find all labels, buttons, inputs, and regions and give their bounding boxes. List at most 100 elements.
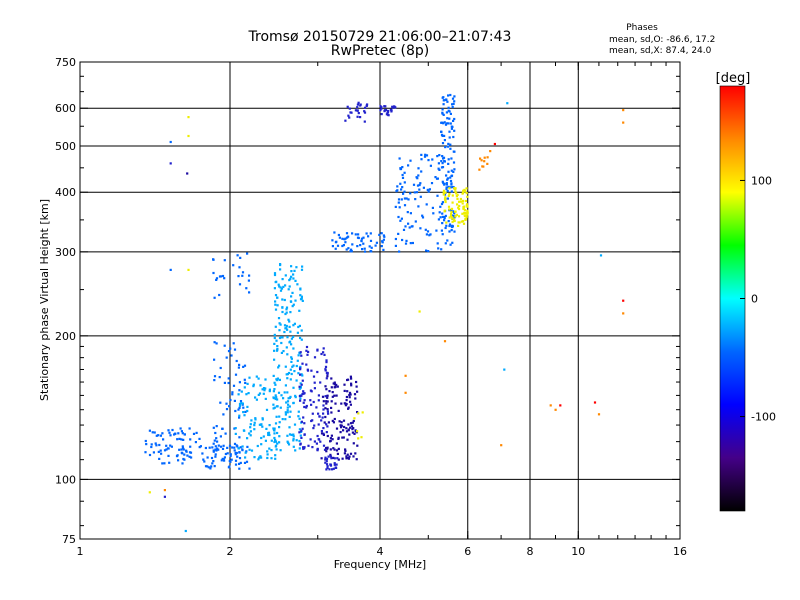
colorbar-ticks: 100 0 -100 (719, 85, 776, 512)
data-point (284, 418, 287, 421)
data-point (236, 254, 239, 257)
data-point (145, 443, 148, 446)
data-point (342, 436, 345, 439)
data-point (169, 268, 172, 271)
data-point (457, 208, 461, 211)
data-point (323, 448, 327, 451)
data-point (284, 413, 287, 416)
data-point (186, 172, 189, 175)
data-point (246, 445, 249, 448)
data-point (360, 237, 364, 240)
data-point (431, 206, 434, 209)
data-point (150, 445, 153, 449)
data-point (272, 374, 275, 377)
data-point (457, 224, 460, 227)
data-point (241, 402, 244, 405)
data-point (278, 329, 281, 332)
data-point (429, 164, 432, 167)
data-point (340, 426, 343, 429)
data-point (289, 330, 292, 333)
data-point (390, 109, 393, 112)
y-tick-label: 400 (55, 186, 76, 199)
data-point (144, 439, 147, 443)
data-point (279, 289, 283, 292)
colorbar-tick-label: 100 (751, 174, 772, 187)
data-point (218, 293, 221, 297)
data-point (380, 107, 383, 110)
data-point (443, 99, 446, 102)
data-point (185, 449, 188, 452)
data-point (403, 204, 407, 207)
data-point (148, 491, 151, 494)
data-point (234, 463, 238, 466)
data-point (187, 116, 190, 119)
data-point (178, 437, 181, 440)
data-point (443, 121, 446, 124)
data-point (326, 434, 329, 438)
data-point (275, 280, 278, 283)
data-point (449, 93, 452, 97)
data-point (214, 448, 217, 451)
data-point (451, 216, 454, 219)
data-point (169, 444, 172, 447)
data-point (450, 169, 453, 172)
data-point (279, 406, 282, 409)
data-point (341, 244, 344, 248)
data-point (447, 106, 450, 109)
data-point (324, 385, 327, 388)
data-point (289, 277, 292, 280)
data-point (452, 119, 455, 122)
data-point (297, 410, 300, 413)
data-point (292, 433, 295, 436)
data-point (399, 219, 402, 222)
data-point (290, 300, 293, 303)
data-point (248, 448, 251, 451)
data-point (333, 381, 336, 384)
data-point (331, 391, 334, 394)
data-point (436, 194, 439, 197)
data-point (325, 423, 328, 426)
data-point (453, 95, 456, 98)
data-point (295, 439, 298, 442)
data-point (238, 451, 241, 454)
data-point (465, 214, 468, 217)
data-point (212, 271, 215, 275)
data-point (336, 244, 340, 247)
data-point (341, 436, 344, 439)
data-point (316, 434, 319, 438)
data-point (347, 114, 350, 117)
data-point (261, 388, 264, 391)
data-point (364, 106, 367, 109)
data-point (275, 396, 278, 399)
data-point (340, 421, 343, 424)
data-point (168, 431, 171, 434)
data-point (278, 378, 281, 381)
data-point (229, 453, 232, 456)
data-point (239, 400, 243, 403)
data-point (303, 422, 306, 425)
data-point (244, 456, 247, 459)
data-point (273, 333, 276, 336)
data-point (451, 241, 454, 244)
data-point (325, 388, 328, 391)
data-point (286, 409, 289, 412)
data-point (493, 142, 496, 146)
data-point (291, 365, 294, 368)
data-point (299, 385, 302, 388)
data-point (386, 110, 390, 113)
data-point (284, 411, 287, 414)
data-point (312, 400, 315, 404)
data-point (449, 243, 452, 246)
data-point (554, 408, 557, 411)
data-point (276, 347, 279, 351)
data-point (327, 421, 330, 424)
data-point (221, 447, 225, 450)
data-point (282, 350, 285, 353)
data-point (297, 372, 300, 375)
data-point (284, 274, 287, 277)
data-point (247, 392, 250, 395)
data-point (278, 426, 281, 429)
data-point (221, 427, 224, 430)
data-point (432, 212, 435, 215)
data-point (190, 456, 193, 459)
